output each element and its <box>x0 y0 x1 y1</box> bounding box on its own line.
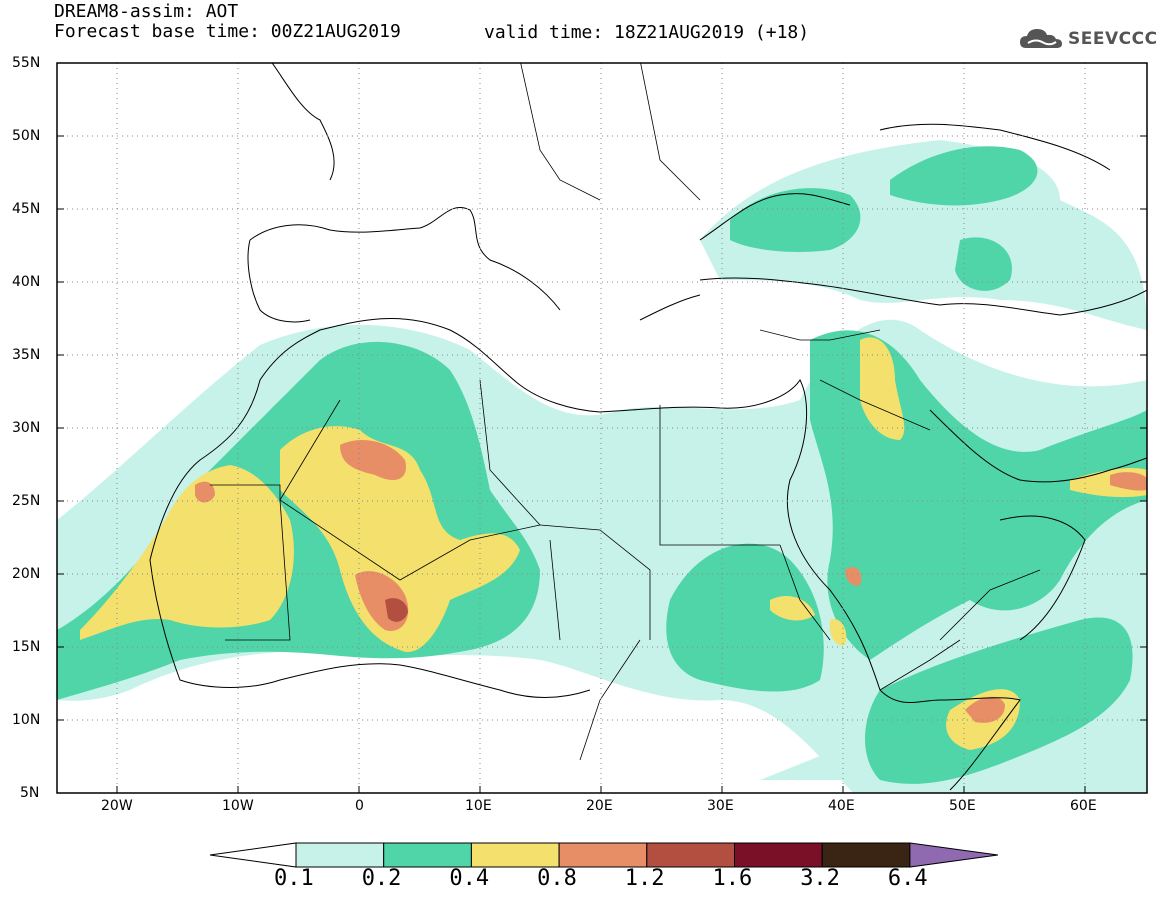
forecast-base-time: Forecast base time: 00Z21AUG2019 <box>54 21 401 42</box>
lat-label: 50N <box>12 128 41 144</box>
colorbar-label: 0.4 <box>449 866 490 891</box>
aot-level-1-2 <box>385 598 408 622</box>
lat-label: 5N <box>20 785 40 801</box>
colorbar-label: 0.2 <box>361 866 402 891</box>
lon-label: 40E <box>828 798 855 814</box>
lat-label: 40N <box>12 274 41 290</box>
lat-label: 30N <box>12 420 41 436</box>
lon-label: 30E <box>707 798 734 814</box>
lat-lon-grid <box>57 63 1147 793</box>
colorbar-label: 1.6 <box>712 866 753 891</box>
axis-ticks <box>57 62 1147 793</box>
lat-label: 20N <box>12 566 41 582</box>
colorbar-label: 0.8 <box>537 866 577 891</box>
lat-label: 15N <box>12 639 41 655</box>
lon-label: 20E <box>586 798 613 814</box>
lon-label: 10W <box>222 798 254 814</box>
country-borders <box>210 63 1041 761</box>
coastlines <box>149 63 1147 791</box>
colorbar-label: 3.2 <box>800 866 840 891</box>
logo-text: SEEVCCC <box>1068 29 1158 49</box>
colorbar-label: 0.1 <box>274 866 314 891</box>
lon-label: 10E <box>465 798 492 814</box>
lat-label: 35N <box>12 347 41 363</box>
valid-time: valid time: 18Z21AUG2019 (+18) <box>484 22 810 43</box>
lon-label: 50E <box>949 798 976 814</box>
colorbar-label: 6.4 <box>887 866 928 891</box>
lon-label: 0 <box>355 798 364 814</box>
lat-label: 25N <box>12 493 41 509</box>
lat-label: 45N <box>12 201 41 217</box>
lat-label: 55N <box>12 55 41 71</box>
seevccc-logo: SEEVCCC <box>1018 24 1158 54</box>
lon-label: 60E <box>1070 798 1097 814</box>
lat-label: 10N <box>12 712 41 728</box>
map-title: DREAM8-assim: AOT <box>54 1 239 22</box>
map-border <box>56 62 1148 794</box>
colorbar-label: 1.2 <box>624 866 665 891</box>
lon-label: 20W <box>101 798 133 814</box>
cloud-icon <box>1020 29 1062 48</box>
